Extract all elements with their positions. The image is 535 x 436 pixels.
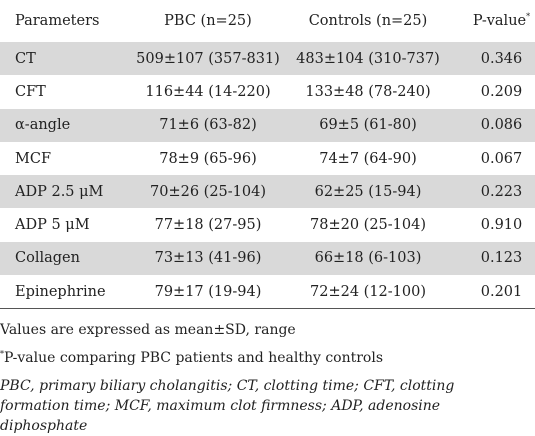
header-parameters: Parameters (15, 13, 100, 29)
table-header-row: Parameters PBC (n=25) Controls (n=25) P-… (0, 0, 535, 42)
cell-pvalue: 0.201 (453, 275, 535, 310)
pvalue-footnote-mark: * (0, 349, 4, 359)
cell-controls: 483±104 (310-737) (296, 50, 440, 67)
cell-parameter: α-angle (15, 117, 71, 134)
table-row: ADP 5 μM 77±18 (27-95) 78±20 (25-104) 0.… (0, 208, 535, 242)
cell-pbc: 116±44 (14-220) (145, 83, 271, 100)
cell-controls: 78±20 (25-104) (310, 217, 426, 234)
table-row: Epinephrine 79±17 (19-94) 72±24 (12-100)… (0, 275, 535, 310)
cell-controls: 69±5 (61-80) (319, 117, 417, 134)
cell-pvalue: 0.067 (480, 150, 523, 167)
cell-pbc: 509±107 (357-831) (136, 50, 280, 67)
cell-parameter: CFT (15, 83, 46, 100)
cell-controls: 72±24 (12-100) (283, 275, 453, 310)
table-row: MCF 78±9 (65-96) 74±7 (64-90) 0.067 (0, 141, 535, 176)
table-row: Collagen 73±13 (41-96) 66±18 (6-103) 0.1… (0, 241, 535, 276)
pvalue-footnote-text: P-value comparing PBC patients and healt… (4, 350, 384, 366)
cell-controls: 133±48 (78-240) (305, 83, 431, 100)
cell-parameter: CT (15, 50, 36, 67)
cell-pbc: 78±9 (65-96) (159, 150, 257, 167)
cell-pbc: 73±13 (41-96) (154, 250, 262, 267)
pvalue-footnote: *P-value comparing PBC patients and heal… (0, 349, 383, 367)
cell-controls: 74±7 (64-90) (319, 150, 417, 167)
cell-pbc: 79±17 (19-94) (133, 275, 283, 310)
cell-pvalue: 0.209 (480, 83, 523, 100)
cell-controls: 62±25 (15-94) (314, 183, 422, 200)
header-pbc: PBC (n=25) (164, 13, 252, 29)
cell-pvalue: 0.223 (480, 183, 523, 200)
cell-parameter: Collagen (15, 250, 80, 267)
header-pvalue-label: P-value (472, 13, 527, 29)
results-table: Parameters PBC (n=25) Controls (n=25) P-… (0, 0, 535, 310)
table-row: CT 509±107 (357-831) 483±104 (310-737) 0… (0, 42, 535, 76)
cell-pvalue: 0.346 (480, 50, 523, 67)
abbreviations-footnote: PBC, primary biliary cholangitis; CT, cl… (0, 378, 455, 434)
cell-pvalue: 0.910 (480, 217, 523, 234)
cell-parameter: ADP 2.5 μM (15, 183, 104, 200)
cell-pvalue: 0.123 (480, 250, 523, 267)
cell-pbc: 70±26 (25-104) (150, 183, 266, 200)
cell-parameter: Epinephrine (0, 275, 133, 310)
cell-pbc: 71±6 (63-82) (159, 117, 257, 134)
header-pvalue: P-value* (453, 0, 535, 42)
header-controls: Controls (n=25) (308, 13, 428, 29)
header-pvalue-footnote-mark: * (526, 12, 531, 22)
cell-pbc: 77±18 (27-95) (154, 217, 262, 234)
table-row: α-angle 71±6 (63-82) 69±5 (61-80) 0.086 (0, 108, 535, 142)
cell-pvalue: 0.086 (480, 117, 523, 134)
cell-parameter: MCF (15, 150, 52, 167)
cell-parameter: ADP 5 μM (15, 217, 90, 234)
table-row: ADP 2.5 μM 70±26 (25-104) 62±25 (15-94) … (0, 175, 535, 209)
values-footnote: Values are expressed as mean±SD, range (0, 322, 296, 338)
cell-controls: 66±18 (6-103) (314, 250, 422, 267)
table-row: CFT 116±44 (14-220) 133±48 (78-240) 0.20… (0, 75, 535, 109)
